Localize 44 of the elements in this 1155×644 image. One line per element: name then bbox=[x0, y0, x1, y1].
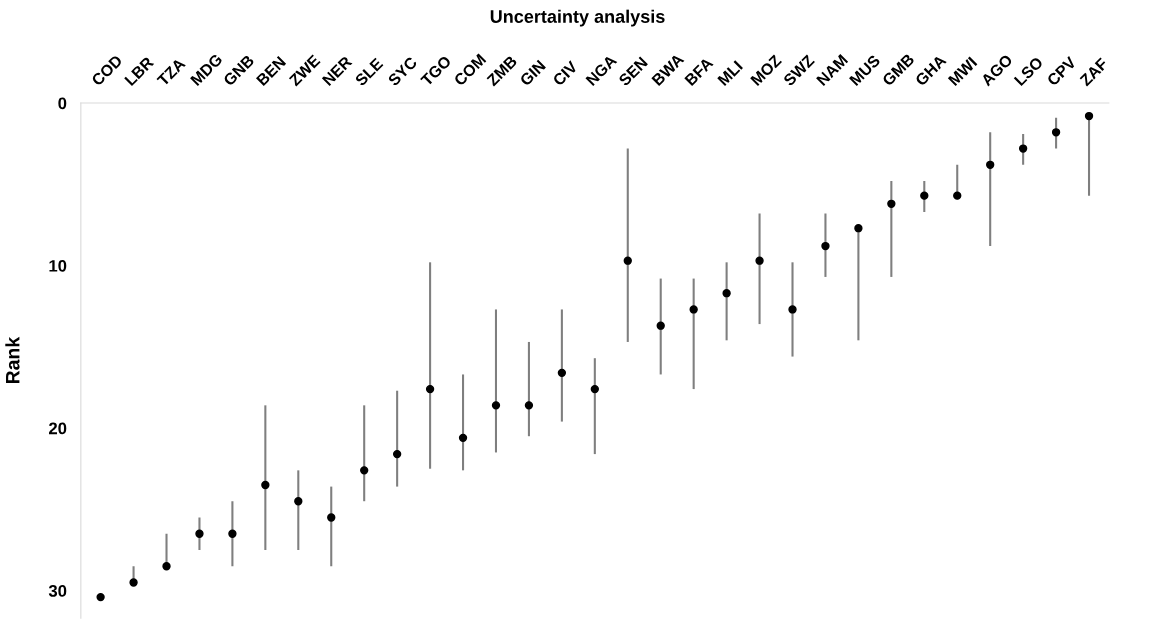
point bbox=[96, 592, 105, 602]
point bbox=[327, 513, 336, 522]
x-tick-label: TGO bbox=[419, 54, 452, 87]
point bbox=[623, 256, 632, 265]
y-tick-label: 20 bbox=[49, 422, 67, 435]
point bbox=[294, 497, 303, 506]
point bbox=[1084, 111, 1094, 121]
y-tick-label: 30 bbox=[48, 585, 67, 597]
point bbox=[392, 449, 402, 459]
point bbox=[722, 289, 731, 298]
point bbox=[920, 191, 929, 200]
y-axis-title: Rank bbox=[5, 336, 20, 384]
x-tick-label: SLE bbox=[354, 57, 384, 87]
x-tick-label: MLI bbox=[717, 60, 743, 87]
point bbox=[458, 433, 468, 443]
chart-title: Uncertainty analysis bbox=[490, 9, 665, 27]
point bbox=[887, 199, 896, 208]
point bbox=[425, 384, 435, 394]
point bbox=[788, 305, 797, 314]
x-tick-label: CIV bbox=[552, 60, 579, 87]
point bbox=[129, 578, 138, 587]
point bbox=[1051, 128, 1061, 137]
point bbox=[195, 529, 204, 538]
point bbox=[953, 191, 962, 200]
y-tick-label: 10 bbox=[49, 259, 67, 272]
point bbox=[228, 529, 237, 538]
point bbox=[524, 401, 534, 410]
point bbox=[821, 241, 830, 251]
point bbox=[590, 384, 599, 394]
point bbox=[261, 480, 270, 490]
point bbox=[755, 256, 764, 265]
point bbox=[986, 160, 995, 169]
x-tick-label: TZA bbox=[156, 57, 186, 87]
point bbox=[557, 368, 567, 377]
x-tick-label: GIN bbox=[519, 59, 547, 87]
x-tick-label: BFA bbox=[684, 56, 714, 87]
point bbox=[360, 466, 369, 475]
y-tick-label: 0 bbox=[58, 97, 67, 110]
point bbox=[1018, 144, 1028, 153]
point bbox=[656, 321, 665, 330]
point bbox=[854, 224, 863, 233]
point bbox=[689, 305, 698, 314]
point bbox=[162, 562, 171, 571]
point bbox=[491, 401, 501, 410]
